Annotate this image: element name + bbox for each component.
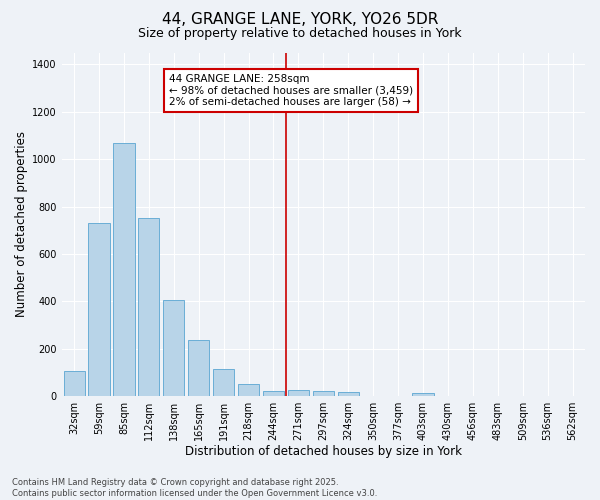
Bar (163, 300, 184, 396)
Bar (313, 392, 334, 396)
Bar (64, 371, 85, 396)
Bar (188, 340, 209, 396)
Text: Size of property relative to detached houses in York: Size of property relative to detached ho… (138, 28, 462, 40)
Bar (412, 394, 434, 396)
Text: Contains HM Land Registry data © Crown copyright and database right 2025.
Contai: Contains HM Land Registry data © Crown c… (12, 478, 377, 498)
Text: 44, GRANGE LANE, YORK, YO26 5DR: 44, GRANGE LANE, YORK, YO26 5DR (162, 12, 438, 28)
Bar (338, 392, 359, 396)
Bar (88, 223, 110, 396)
Bar (263, 392, 284, 396)
Y-axis label: Number of detached properties: Number of detached properties (15, 132, 28, 318)
X-axis label: Distribution of detached houses by size in York: Distribution of detached houses by size … (185, 444, 462, 458)
Bar (288, 390, 309, 396)
Bar (213, 370, 234, 396)
Text: 44 GRANGE LANE: 258sqm
← 98% of detached houses are smaller (3,459)
2% of semi-d: 44 GRANGE LANE: 258sqm ← 98% of detached… (169, 74, 413, 107)
Bar (138, 218, 160, 396)
Bar (113, 142, 134, 396)
Bar (238, 384, 259, 396)
